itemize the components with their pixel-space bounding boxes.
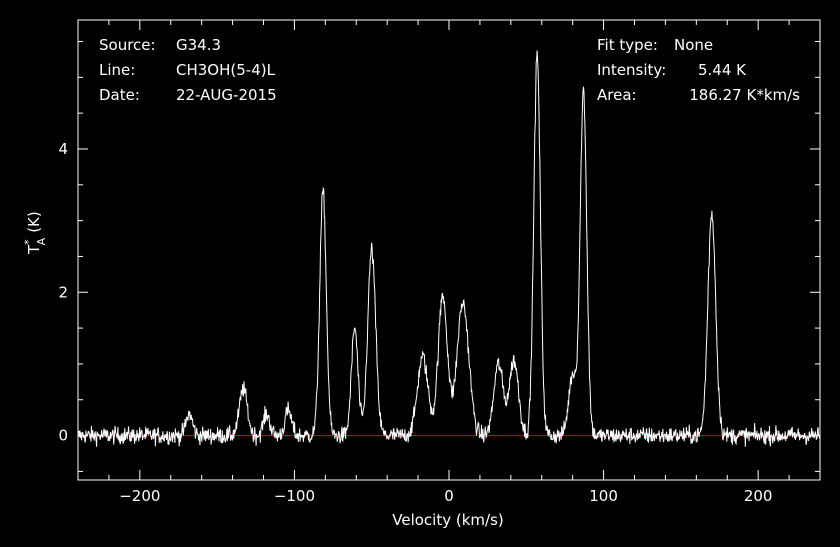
axis-tick-labels: −200 −100 0 100 200 0 2 4 bbox=[58, 140, 772, 505]
y-axis-label: T*A (K) bbox=[22, 211, 48, 255]
y-axis-label-main: T bbox=[25, 244, 43, 255]
axis-ticks bbox=[77, 20, 821, 480]
x-tick-label: 0 bbox=[444, 487, 454, 505]
y-axis-label-sup: * bbox=[22, 239, 35, 245]
y-tick-label: 4 bbox=[58, 140, 68, 158]
x-tick-label: −200 bbox=[119, 487, 160, 505]
fit-type-label: Fit type: bbox=[597, 36, 658, 54]
intensity-value: 5.44 K bbox=[698, 61, 747, 79]
fit-type-value: None bbox=[674, 36, 713, 54]
svg-text:T*A(K): T*A (K) bbox=[22, 211, 48, 255]
line-value: CH3OH(5-4)L bbox=[176, 61, 276, 79]
x-axis-label: Velocity (km/s) bbox=[392, 511, 503, 529]
y-tick-label: 0 bbox=[58, 427, 68, 445]
source-value: G34.3 bbox=[176, 36, 221, 54]
date-value: 22-AUG-2015 bbox=[176, 86, 277, 104]
intensity-label: Intensity: bbox=[597, 61, 666, 79]
area-value: 186.27 K*km/s bbox=[689, 86, 800, 104]
date-label: Date: bbox=[99, 86, 140, 104]
x-tick-label: 200 bbox=[744, 487, 773, 505]
x-tick-label: −100 bbox=[274, 487, 315, 505]
y-axis-label-unit: (K) bbox=[25, 211, 43, 233]
x-tick-label: 100 bbox=[589, 487, 618, 505]
y-tick-label: 2 bbox=[58, 283, 68, 301]
area-label: Area: bbox=[597, 86, 637, 104]
line-label: Line: bbox=[99, 61, 135, 79]
y-axis-label-sub: A bbox=[35, 237, 48, 245]
spectrum-line bbox=[77, 50, 820, 447]
source-label: Source: bbox=[99, 36, 156, 54]
